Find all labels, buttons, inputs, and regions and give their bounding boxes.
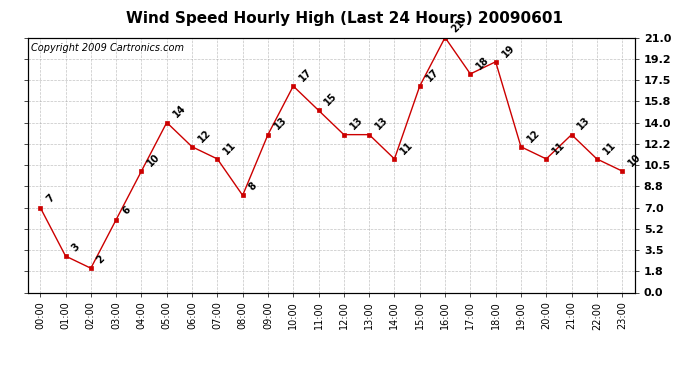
Text: 3: 3: [70, 242, 81, 253]
Text: 11: 11: [399, 140, 415, 156]
Text: 15: 15: [323, 91, 339, 108]
Text: 8: 8: [247, 181, 259, 193]
Text: 11: 11: [551, 140, 567, 156]
Text: 13: 13: [575, 115, 592, 132]
Text: 17: 17: [297, 67, 314, 83]
Text: 19: 19: [500, 42, 516, 59]
Text: 13: 13: [348, 115, 364, 132]
Text: 13: 13: [272, 115, 288, 132]
Text: 18: 18: [475, 54, 491, 71]
Text: 12: 12: [196, 128, 213, 144]
Text: 7: 7: [44, 193, 57, 205]
Text: 14: 14: [171, 103, 188, 120]
Text: 11: 11: [221, 140, 238, 156]
Text: 12: 12: [525, 128, 542, 144]
Text: 6: 6: [120, 205, 132, 217]
Text: 10: 10: [146, 152, 162, 168]
Text: 17: 17: [424, 67, 440, 83]
Text: 10: 10: [627, 152, 643, 168]
Text: 13: 13: [373, 115, 390, 132]
Text: 21: 21: [449, 18, 466, 35]
Text: 2: 2: [95, 254, 107, 266]
Text: Copyright 2009 Cartronics.com: Copyright 2009 Cartronics.com: [30, 43, 184, 52]
Text: Wind Speed Hourly High (Last 24 Hours) 20090601: Wind Speed Hourly High (Last 24 Hours) 2…: [126, 11, 564, 26]
Text: 11: 11: [601, 140, 618, 156]
